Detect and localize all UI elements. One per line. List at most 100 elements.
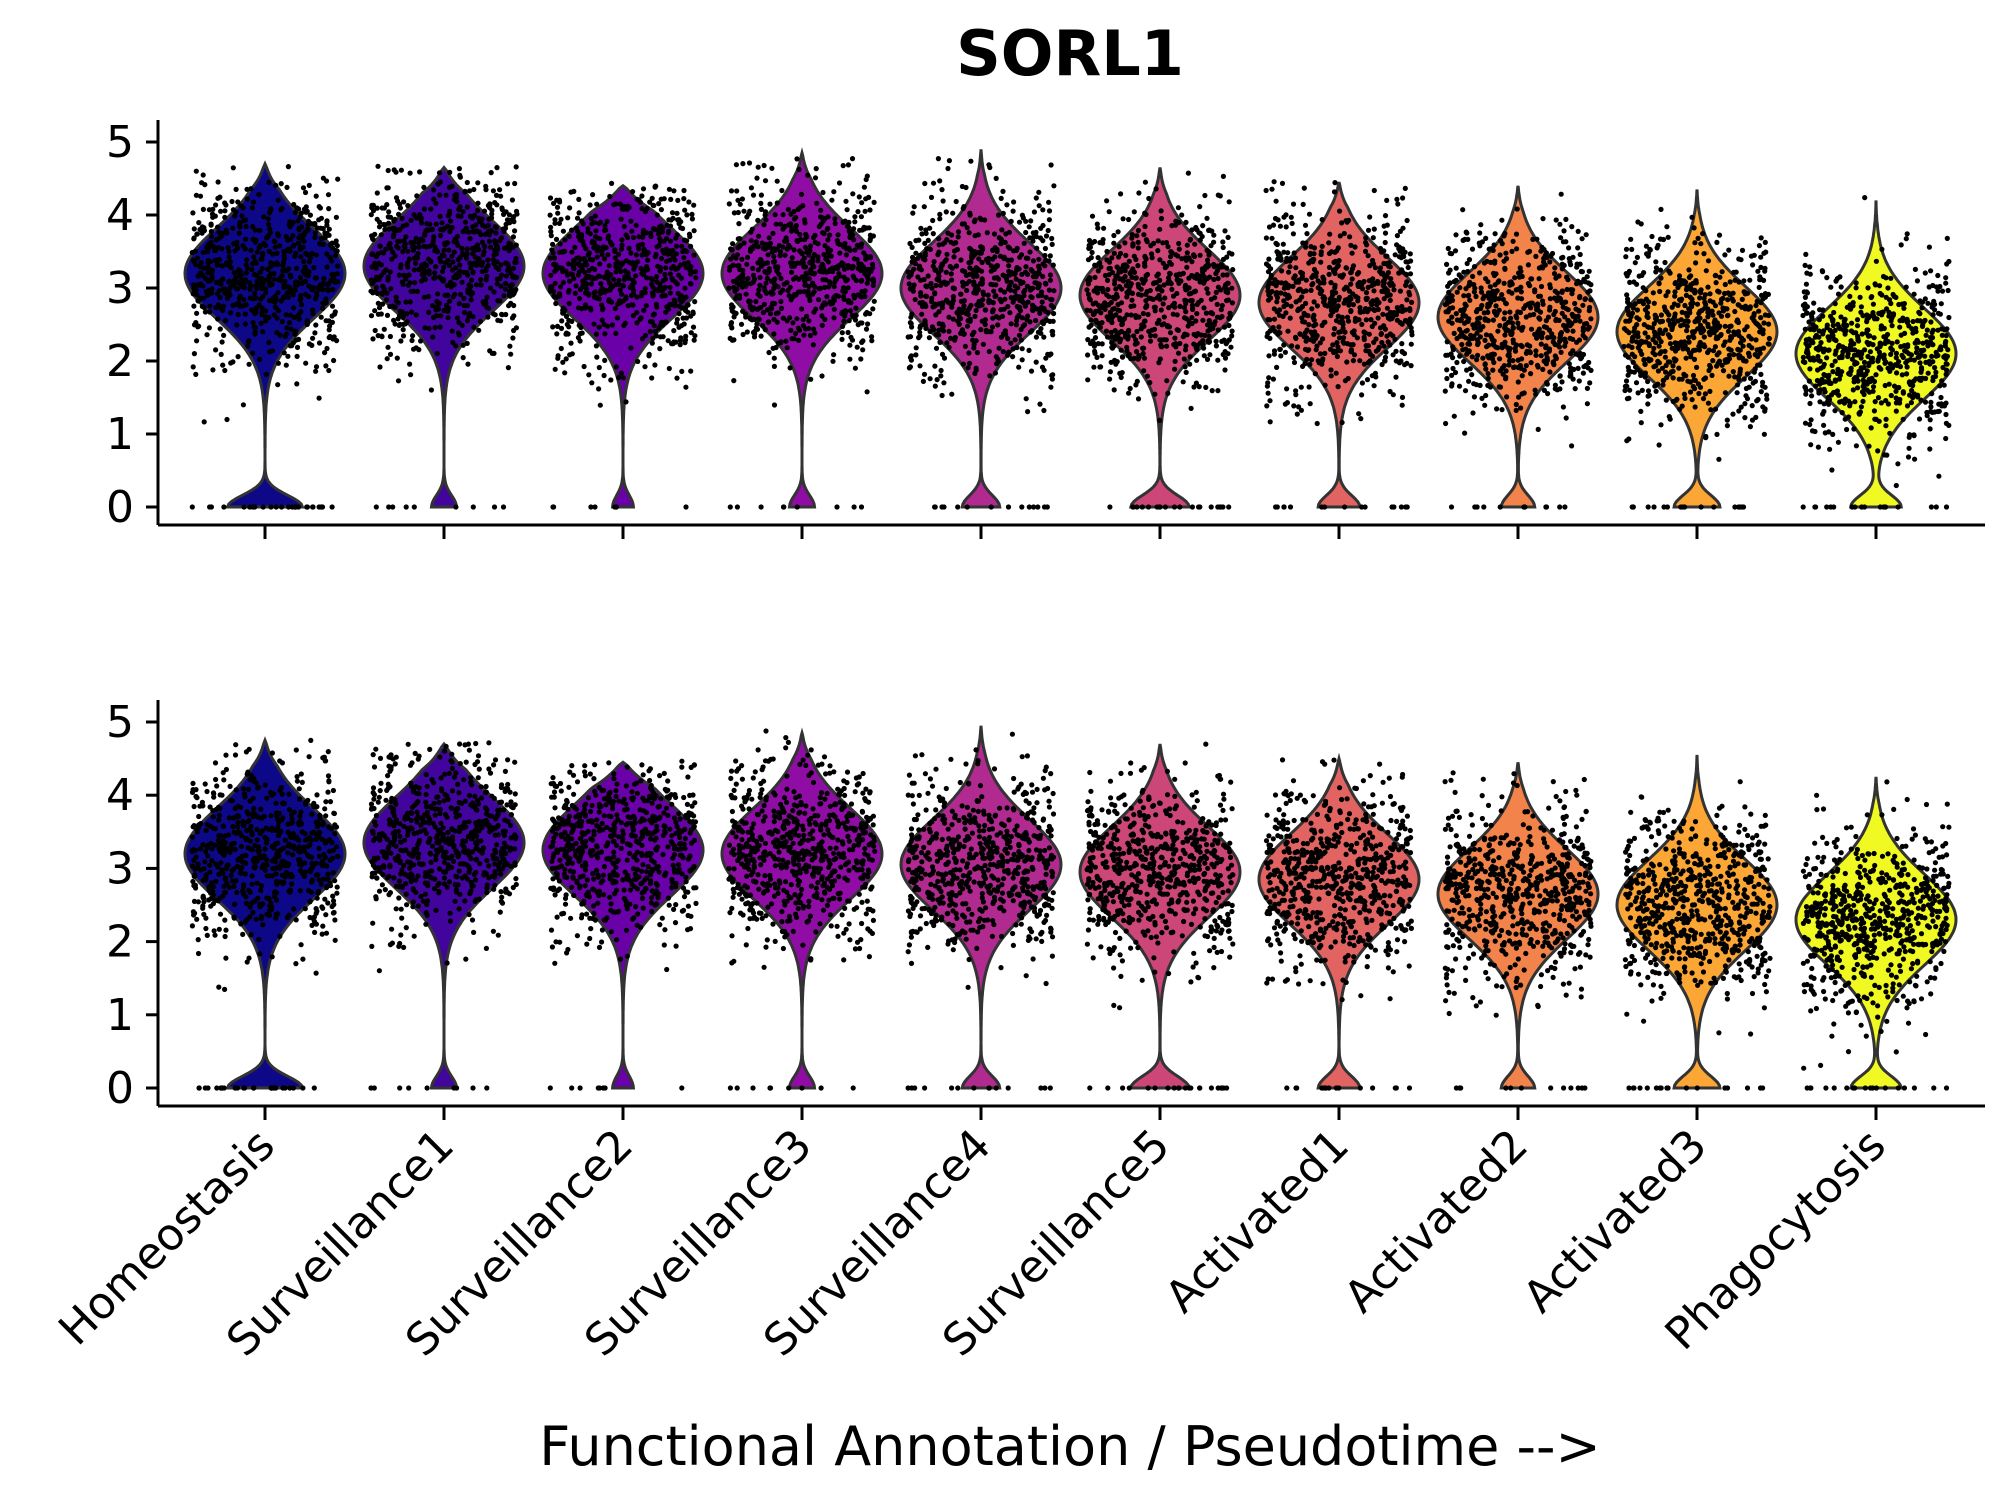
data-point xyxy=(748,238,754,244)
data-point xyxy=(323,363,329,369)
data-point xyxy=(1383,253,1389,259)
data-point xyxy=(778,275,784,282)
data-point xyxy=(1084,287,1090,293)
data-point xyxy=(475,208,481,214)
data-point xyxy=(578,324,584,331)
data-point xyxy=(845,329,851,336)
data-point xyxy=(295,240,302,246)
data-point xyxy=(399,279,405,285)
data-point xyxy=(1214,301,1220,307)
data-point xyxy=(479,262,485,268)
data-point xyxy=(302,270,308,276)
data-point xyxy=(613,330,619,336)
data-point xyxy=(1005,304,1011,310)
data-point xyxy=(1183,219,1189,225)
data-point xyxy=(852,214,858,220)
data-point-zero xyxy=(1139,504,1145,510)
data-point xyxy=(771,402,778,408)
data-point xyxy=(208,234,215,240)
data-point xyxy=(432,325,438,331)
data-point xyxy=(1361,361,1367,367)
data-point xyxy=(333,247,339,254)
data-point xyxy=(1122,268,1128,274)
data-point xyxy=(280,263,286,269)
data-point xyxy=(1048,162,1054,168)
data-point xyxy=(743,280,749,286)
data-point xyxy=(495,246,501,252)
data-point xyxy=(1204,257,1211,263)
data-point xyxy=(1104,248,1110,255)
data-point xyxy=(828,253,834,259)
data-point xyxy=(312,230,318,236)
data-point xyxy=(222,290,228,296)
data-point xyxy=(618,370,625,376)
data-point xyxy=(980,289,986,295)
data-point xyxy=(485,314,491,320)
data-point xyxy=(600,247,606,253)
data-point xyxy=(494,202,500,208)
data-point xyxy=(476,327,482,333)
data-point xyxy=(630,302,636,308)
data-point xyxy=(324,345,330,352)
data-point xyxy=(980,341,987,347)
data-point xyxy=(265,216,271,222)
data-point xyxy=(829,197,835,203)
data-point xyxy=(847,356,853,362)
data-point xyxy=(621,322,627,329)
data-point xyxy=(224,230,230,236)
data-point xyxy=(586,372,592,378)
data-point xyxy=(953,198,959,205)
data-point xyxy=(772,212,778,218)
data-point xyxy=(735,245,741,251)
data-point xyxy=(398,338,404,344)
data-point xyxy=(814,200,820,206)
data-point xyxy=(1183,316,1189,322)
data-point xyxy=(1163,337,1169,343)
data-point xyxy=(689,211,695,217)
data-point xyxy=(404,222,410,228)
data-point xyxy=(1004,278,1010,284)
data-point xyxy=(1266,353,1272,359)
data-point xyxy=(589,275,595,281)
data-point xyxy=(1320,295,1326,301)
data-point xyxy=(548,224,554,230)
data-point xyxy=(771,253,777,260)
data-point xyxy=(1170,302,1176,308)
data-point xyxy=(258,256,264,262)
data-point xyxy=(1485,375,1491,381)
data-point xyxy=(643,252,649,258)
data-point xyxy=(1265,269,1272,275)
data-point xyxy=(767,201,773,207)
data-point xyxy=(378,262,384,268)
data-point xyxy=(194,231,200,237)
data-point xyxy=(568,340,574,346)
data-point xyxy=(1104,292,1110,298)
data-point xyxy=(1280,241,1286,247)
data-point xyxy=(1014,265,1020,271)
data-point xyxy=(1382,358,1388,364)
data-point xyxy=(430,303,436,309)
data-point xyxy=(1149,251,1155,257)
data-point xyxy=(684,212,690,218)
data-point xyxy=(1293,265,1299,271)
data-point xyxy=(1335,263,1341,269)
data-point xyxy=(287,320,293,326)
data-point xyxy=(1153,186,1159,192)
data-point xyxy=(585,229,591,235)
data-point xyxy=(1312,371,1318,377)
data-point xyxy=(459,322,465,328)
data-point xyxy=(936,277,942,283)
data-point xyxy=(1051,304,1057,310)
data-point xyxy=(728,256,734,262)
data-point xyxy=(1380,278,1386,285)
data-point xyxy=(425,293,432,300)
data-point-zero xyxy=(390,504,396,510)
data-point xyxy=(233,285,239,292)
data-point xyxy=(1008,218,1014,224)
data-point xyxy=(818,214,824,220)
data-point xyxy=(863,311,869,317)
data-point xyxy=(568,189,574,195)
data-point xyxy=(1397,288,1403,294)
data-point xyxy=(1097,324,1103,330)
data-point xyxy=(421,243,427,249)
